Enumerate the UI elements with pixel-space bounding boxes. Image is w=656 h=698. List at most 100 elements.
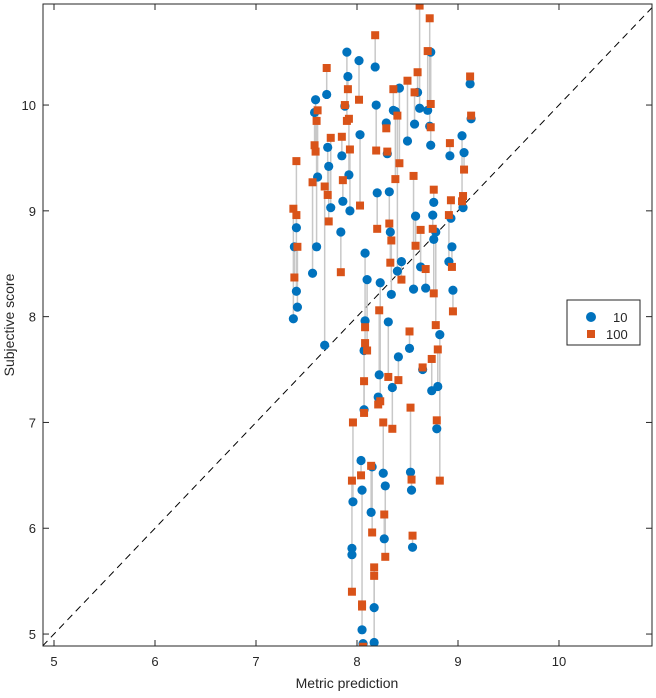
point-10 xyxy=(320,340,330,350)
point-10 xyxy=(343,71,353,82)
point-100 xyxy=(381,552,390,561)
point-100 xyxy=(408,531,417,540)
point-10 xyxy=(421,283,431,293)
point-10 xyxy=(372,188,382,198)
point-100 xyxy=(426,99,435,108)
point-100 xyxy=(358,600,367,609)
point-100 xyxy=(326,133,335,142)
point-100 xyxy=(312,116,321,125)
point-100 xyxy=(387,236,396,245)
point-100 xyxy=(372,146,381,155)
point-10 xyxy=(288,314,298,324)
point-100 xyxy=(466,72,475,81)
point-100 xyxy=(445,139,454,148)
point-100 xyxy=(343,85,352,94)
point-100 xyxy=(407,475,416,484)
point-10 xyxy=(380,481,390,491)
point-100 xyxy=(380,510,389,519)
point-100 xyxy=(293,242,302,251)
point-100 xyxy=(435,476,444,485)
point-10 xyxy=(356,455,366,466)
point-100 xyxy=(289,204,298,213)
point-100 xyxy=(370,571,379,580)
point-100 xyxy=(446,196,455,205)
point-10 xyxy=(432,424,442,434)
point-10 xyxy=(385,227,395,237)
point-100 xyxy=(340,101,349,110)
point-100 xyxy=(428,224,437,233)
point-10 xyxy=(428,210,438,220)
point-10 xyxy=(429,234,439,245)
legend-marker-10 xyxy=(586,312,596,322)
point-100 xyxy=(367,461,376,470)
point-100 xyxy=(395,159,404,168)
point-10 xyxy=(360,248,370,258)
point-10 xyxy=(379,534,389,544)
point-10 xyxy=(357,625,367,635)
point-100 xyxy=(376,397,385,406)
point-100 xyxy=(371,31,380,40)
point-10 xyxy=(396,257,407,267)
point-100 xyxy=(393,111,402,120)
point-10 xyxy=(360,316,370,326)
point-100 xyxy=(359,642,368,646)
y-tick-label: 5 xyxy=(29,627,36,642)
point-100 xyxy=(310,141,319,150)
y-tick-label: 8 xyxy=(29,310,36,325)
point-100 xyxy=(384,372,393,381)
point-100 xyxy=(459,192,468,201)
point-10 xyxy=(393,352,404,362)
point-100 xyxy=(360,408,369,417)
point-100 xyxy=(373,224,382,233)
point-10 xyxy=(348,497,358,507)
point-100 xyxy=(432,416,441,425)
legend[interactable]: 10 100 xyxy=(566,299,641,346)
point-100 xyxy=(361,339,370,348)
point-100 xyxy=(403,76,412,85)
point-10 xyxy=(426,140,436,150)
x-axis-label: Metric prediction xyxy=(296,675,399,691)
point-10 xyxy=(447,242,457,252)
point-10 xyxy=(374,370,384,380)
point-100 xyxy=(347,587,356,596)
point-100 xyxy=(357,471,366,480)
point-100 xyxy=(467,111,476,120)
y-axis-label: Subjective score xyxy=(1,273,17,376)
point-100 xyxy=(429,289,438,298)
x-tick-label: 9 xyxy=(454,654,461,669)
y-tick-label: 9 xyxy=(29,204,36,219)
point-10 xyxy=(326,203,336,213)
point-100 xyxy=(308,178,317,187)
point-100 xyxy=(405,327,414,336)
x-tick-label: 7 xyxy=(252,654,259,669)
point-100 xyxy=(347,476,356,485)
point-10 xyxy=(435,330,445,340)
point-10 xyxy=(311,242,322,252)
point-10 xyxy=(338,196,348,206)
point-100 xyxy=(429,185,438,194)
point-10 xyxy=(445,151,455,161)
point-100 xyxy=(344,114,353,123)
point-10 xyxy=(384,187,394,197)
point-10 xyxy=(336,227,346,237)
point-10 xyxy=(402,136,413,146)
point-100 xyxy=(385,219,394,228)
point-10 xyxy=(448,285,458,295)
point-100 xyxy=(375,306,384,315)
point-10 xyxy=(378,468,388,478)
point-100 xyxy=(313,106,322,115)
point-100 xyxy=(290,273,299,282)
point-100 xyxy=(418,363,427,372)
axes-box xyxy=(42,3,653,647)
point-100 xyxy=(410,88,419,97)
point-100 xyxy=(406,403,415,412)
point-10 xyxy=(345,206,355,216)
point-10 xyxy=(404,343,415,353)
point-10 xyxy=(362,275,372,285)
point-100 xyxy=(356,201,365,210)
point-10 xyxy=(323,142,333,152)
point-100 xyxy=(460,165,469,174)
point-10 xyxy=(423,105,433,115)
point-100 xyxy=(389,85,398,94)
